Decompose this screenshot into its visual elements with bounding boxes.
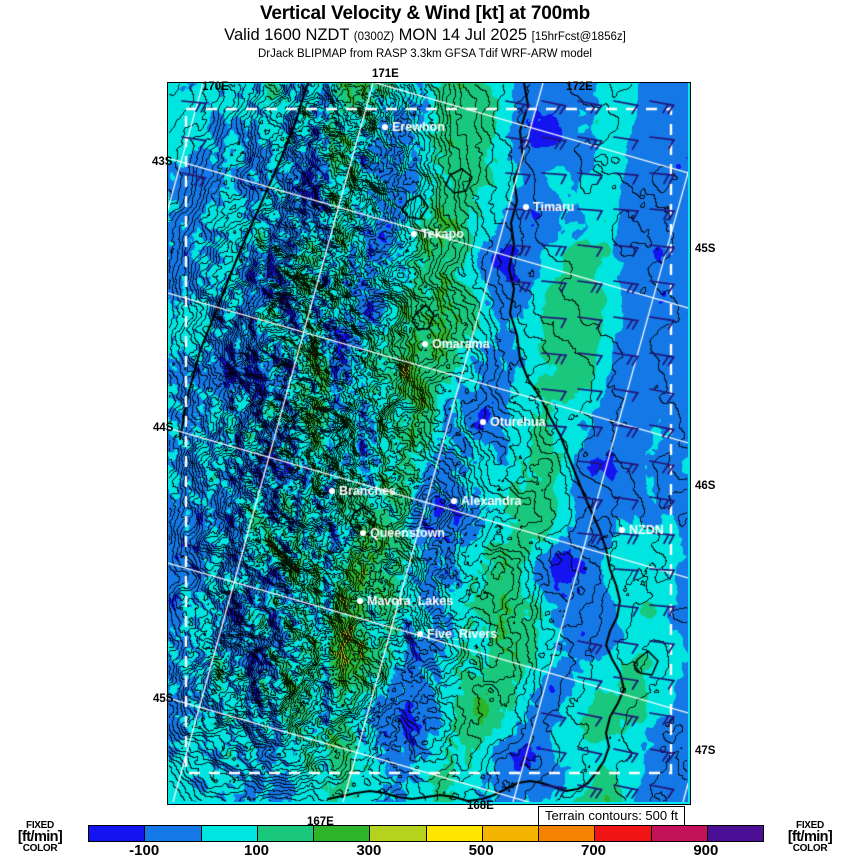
lon-label-170E: 170E [202,81,229,93]
lon-label-171E: 171E [372,68,399,80]
chart-header: Vertical Velocity & Wind [kt] at 700mb V… [0,0,850,62]
lat-label-46S: 46S [695,480,716,492]
colorbar-segment-2 [201,826,258,841]
lat-label-45S: 45S [695,243,716,255]
colorbar-segment-11 [707,826,763,841]
colorbar-region: FIXED [ft/min] COLOR -100 100 300 500 700 900… [0,816,850,860]
lon-label-172E: 172E [566,81,593,93]
legend-left-fixed: FIXED [26,820,54,831]
colorbar-segment-5 [370,826,427,841]
colorbar-segment-0 [89,826,146,841]
lat-label-45S: 45S [153,693,174,705]
colorbar-segment-8 [539,826,596,841]
model-source-line: DrJack BLIPMAP from RASP 3.3km GFSA Tdif… [257,48,592,60]
lat-label-43S: 43S [152,156,173,168]
valid-time-line: Valid 1600 NZDT (0300Z) MON 14 Jul 2025 … [0,25,850,47]
legend-left-units: [ft/min] [17,829,63,845]
vertical-velocity-raster [168,83,688,802]
terrain-contour-note: Terrain contours: 500 ft [538,806,685,826]
legend-right-fixed: FIXED [796,820,824,831]
lat-label-47S: 47S [695,745,716,757]
colorbar-segment-10 [651,826,708,841]
page-title: Vertical Velocity & Wind [kt] at 700mb [259,3,591,24]
valid-prefix: Valid 1600 NZDT [224,26,350,44]
colorbar-tick-100: 100 [243,842,270,859]
legend-left-color: COLOR [22,842,58,854]
colorbar-segment-7 [482,826,539,841]
colorbar-tick-300: 300 [356,842,382,859]
colorbar-tick-900: 900 [693,842,719,859]
colorbar-legend-left: FIXED [ft/min] COLOR [2,821,78,854]
legend-right-units: [ft/min] [787,829,833,845]
weather-map[interactable] [167,82,691,805]
colorbar-tick-500: 500 [468,842,494,859]
colorbar-segment-4 [314,826,371,841]
colorbar-segment-1 [145,826,202,841]
colorbar-segment-9 [595,826,652,841]
valid-zulu: (0300Z) [353,31,395,43]
colorbar-legend-right: FIXED [ft/min] COLOR [772,821,848,854]
colorbar-segment-6 [426,826,483,841]
forecast-tag: [15hrFcst@1856z] [531,31,626,43]
colorbar-tick-700: 700 [580,842,607,859]
colorbar-segment-3 [257,826,314,841]
colorbar-tick--100: -100 [129,842,160,859]
legend-right-color: COLOR [792,842,828,854]
colorbar-tick-labels: -100 100 300 500 700 900 [88,842,762,860]
valid-date: MON 14 Jul 2025 [398,26,528,44]
colorbar-gradient[interactable] [88,825,764,842]
lat-label-44S: 44S [153,422,174,434]
lon-label-168E: 168E [467,800,494,812]
